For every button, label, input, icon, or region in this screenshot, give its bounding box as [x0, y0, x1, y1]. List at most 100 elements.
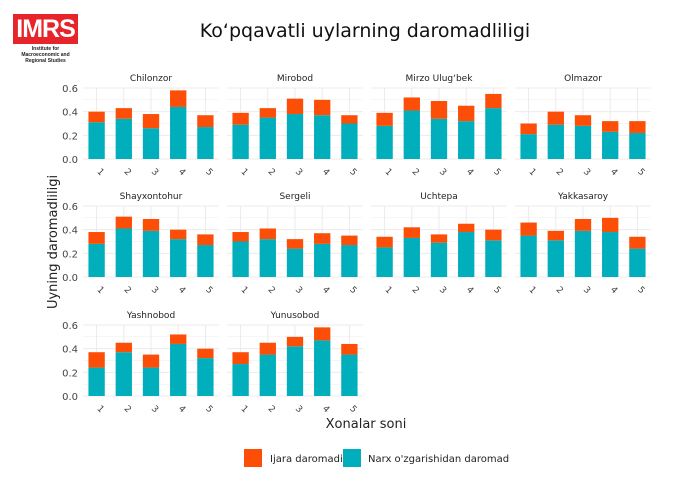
bar-narx [341, 354, 358, 396]
facet-title: Chilonzor [130, 74, 172, 84]
bar-narx [142, 367, 160, 396]
bar-narx [602, 131, 619, 159]
bar-ijara [142, 114, 160, 129]
x-tick-label: 5 [635, 167, 646, 178]
x-tick-label: 3 [149, 167, 160, 178]
bar-narx [286, 114, 304, 159]
legend: Ijara daromadi Narx o'zgarishidan daroma… [244, 449, 509, 467]
bar-narx [115, 118, 132, 159]
bar-ijara [170, 229, 187, 240]
x-tick-label: 2 [122, 167, 133, 178]
bar-narx [458, 121, 475, 159]
x-tick-label: 3 [581, 285, 592, 296]
bar-narx [547, 124, 564, 159]
bar-narx [403, 110, 420, 159]
bar-narx [232, 241, 249, 277]
x-tick-label: 4 [176, 404, 187, 415]
bar-narx [170, 343, 187, 396]
y-tick-label: 0.4 [62, 226, 78, 237]
bar-ijara [115, 108, 132, 119]
bar-narx [314, 340, 331, 396]
bar-ijara [314, 233, 331, 244]
facet-title: Mirzo Ulug‘bek [406, 74, 474, 84]
x-tick-label: 3 [149, 285, 160, 296]
bar-narx [547, 240, 564, 277]
x-tick-label: 5 [203, 167, 214, 178]
facet-panel: Uchtepa 1 2 3 4 5 [371, 192, 507, 296]
bar-narx [314, 243, 331, 277]
bar-narx [170, 106, 187, 159]
y-tick-label: 0.6 [62, 321, 78, 332]
facet-panel: Yunusobod 1 2 3 4 5 [227, 311, 363, 415]
bar-ijara [520, 222, 537, 236]
bar-narx [485, 108, 502, 159]
x-tick-label: 5 [635, 285, 646, 296]
x-tick-label: 2 [122, 404, 133, 415]
x-tick-label: 4 [320, 167, 331, 178]
bar-ijara [286, 239, 304, 249]
bar-ijara [341, 343, 358, 355]
x-tick-label: 1 [382, 167, 393, 178]
bar-ijara [286, 336, 304, 347]
bar-narx [88, 243, 105, 277]
facet-title: Uchtepa [420, 192, 458, 202]
bar-ijara [602, 121, 619, 132]
bar-ijara [115, 342, 132, 353]
bar-narx [142, 230, 160, 277]
bar-ijara [314, 327, 331, 341]
logo-subtitle: Institute for Macroeconomic and Regional… [21, 46, 70, 64]
bar-narx [602, 232, 619, 277]
x-tick-label: 3 [149, 404, 160, 415]
bar-narx [88, 367, 105, 396]
bar-narx [629, 248, 646, 277]
x-tick-label: 1 [238, 167, 249, 178]
y-tick-label: 0.2 [62, 368, 78, 379]
x-tick-label: 5 [347, 285, 358, 296]
facet-panel: Olmazor 1 2 3 4 5 [515, 74, 651, 178]
x-tick-label: 5 [347, 404, 358, 415]
y-tick-label: 0.2 [62, 249, 78, 260]
bar-ijara [602, 217, 619, 233]
bar-ijara [232, 352, 249, 365]
bar-ijara [314, 99, 331, 116]
bar-narx [197, 127, 214, 159]
facet-title: Yashnobod [126, 311, 175, 321]
bar-narx [259, 354, 276, 396]
x-tick-label: 1 [526, 285, 537, 296]
logo-mark: IMRS [13, 14, 78, 44]
legend-swatch-ijara [244, 449, 262, 467]
y-tick-label: 0.0 [62, 155, 78, 166]
bar-narx [259, 239, 276, 277]
bar-ijara [259, 108, 276, 118]
y-tick-label: 0.4 [62, 108, 78, 119]
x-tick-label: 3 [437, 167, 448, 178]
bar-narx [376, 247, 393, 277]
x-tick-label: 4 [176, 285, 187, 296]
legend-swatch-narx [343, 449, 361, 467]
bar-ijara [403, 97, 420, 111]
bar-narx [341, 245, 358, 277]
x-tick-label: 4 [464, 167, 475, 178]
x-tick-label: 2 [410, 167, 421, 178]
bar-narx [115, 352, 132, 396]
x-tick-label: 4 [320, 404, 331, 415]
bar-narx [629, 132, 646, 159]
x-tick-label: 4 [608, 167, 619, 178]
bar-narx [142, 128, 160, 159]
bar-narx [403, 237, 420, 277]
bar-ijara [547, 230, 564, 241]
x-tick-label: 1 [238, 285, 249, 296]
x-tick-label: 2 [554, 167, 565, 178]
x-tick-label: 3 [437, 285, 448, 296]
x-tick-label: 3 [293, 404, 304, 415]
bar-narx [286, 346, 304, 396]
bar-ijara [458, 105, 475, 122]
x-tick-label: 2 [266, 285, 277, 296]
x-tick-label: 3 [293, 167, 304, 178]
facet-panel: Shayxontohur 0.0 0.2 0.4 0.6 1 2 3 4 5 [62, 192, 219, 296]
x-tick-label: 4 [464, 285, 475, 296]
legend-label-ijara: Ijara daromadi [270, 454, 343, 465]
bar-ijara [197, 234, 214, 246]
x-tick-label: 4 [608, 285, 619, 296]
